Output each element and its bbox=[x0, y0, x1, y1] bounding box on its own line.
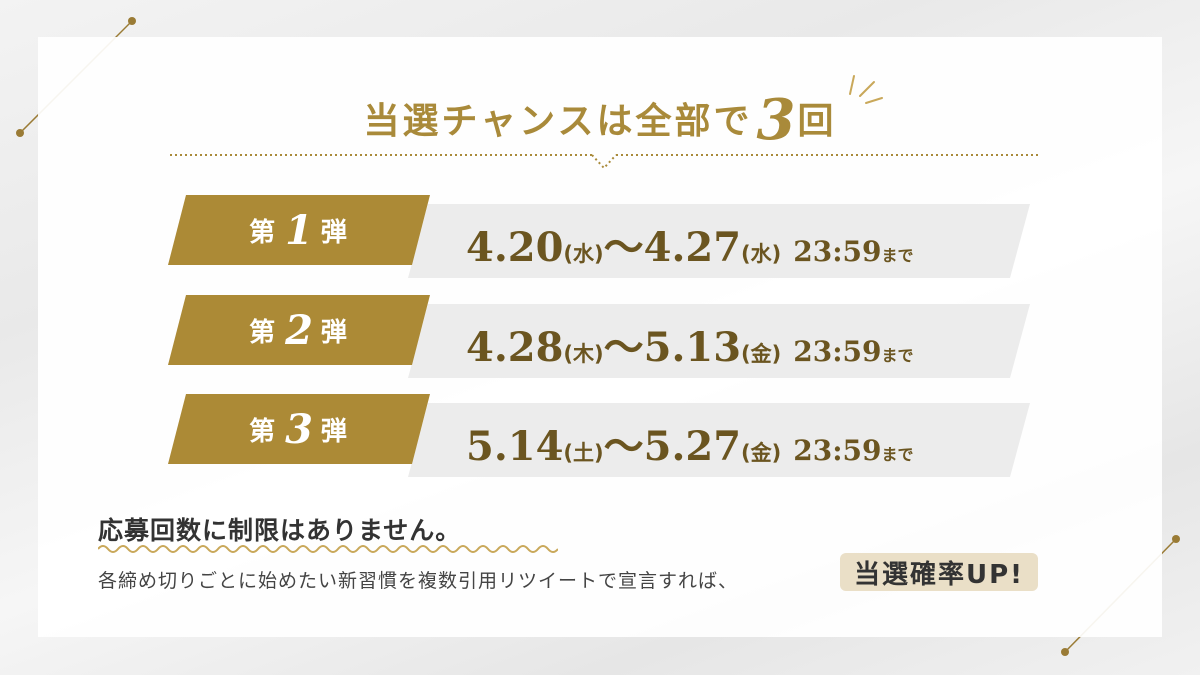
round-period: 4.28(木)〜5.13(金) 23:59まで bbox=[466, 315, 914, 373]
end-date: 4.27 bbox=[643, 224, 742, 271]
end-day: (金) bbox=[741, 342, 782, 366]
round-number: 1 bbox=[285, 206, 313, 254]
wavy-underline bbox=[98, 545, 558, 553]
round-stripe bbox=[408, 403, 1030, 477]
headline-text: 当選チャンスは全部で bbox=[363, 101, 753, 142]
headline: 当選チャンスは全部で3回 bbox=[0, 87, 1200, 153]
round-period: 4.20(水)〜4.27(水) 23:59まで bbox=[466, 215, 914, 273]
range-separator: 〜 bbox=[603, 423, 644, 470]
start-date: 4.20 bbox=[466, 224, 564, 271]
range-separator: 〜 bbox=[603, 324, 644, 371]
dotted-divider bbox=[170, 154, 1038, 170]
highlight-badge: 当選確率UP! bbox=[840, 553, 1039, 591]
range-separator: 〜 bbox=[603, 224, 644, 271]
deadline-suffix: まで bbox=[881, 445, 914, 464]
round-period: 5.14(土)〜5.27(金) 23:59まで bbox=[466, 414, 914, 472]
headline-suffix: 回 bbox=[797, 101, 837, 142]
deadline-suffix: まで bbox=[881, 246, 914, 265]
start-day: (水) bbox=[563, 242, 604, 266]
round-stripe bbox=[408, 204, 1030, 278]
headline-number: 3 bbox=[756, 87, 796, 153]
end-date: 5.27 bbox=[643, 423, 742, 470]
end-day: (水) bbox=[741, 242, 782, 266]
description-text: 各締め切りごとに始めたい新習慣を複数引用リツイートで宣言すれば、 bbox=[98, 570, 739, 592]
deadline-time: 23:59 bbox=[793, 335, 882, 368]
round-label-suffix: 弾 bbox=[320, 317, 349, 348]
deadline-time: 23:59 bbox=[793, 235, 882, 268]
deadline-suffix: まで bbox=[881, 346, 914, 365]
start-date: 5.14 bbox=[466, 423, 564, 470]
deadline-time: 23:59 bbox=[793, 434, 882, 467]
round-label-prefix: 第 bbox=[249, 416, 278, 447]
start-day: (木) bbox=[563, 342, 604, 366]
round-label-prefix: 第 bbox=[249, 217, 278, 248]
start-day: (土) bbox=[563, 441, 604, 465]
round-label-suffix: 弾 bbox=[320, 217, 349, 248]
end-day: (金) bbox=[741, 441, 782, 465]
end-date: 5.13 bbox=[643, 324, 742, 371]
start-date: 4.28 bbox=[466, 324, 564, 371]
round-number: 2 bbox=[285, 306, 313, 354]
round-stripe bbox=[408, 304, 1030, 378]
entry-limit-notice: 応募回数に制限はありません。 bbox=[98, 516, 462, 545]
round-label-suffix: 弾 bbox=[320, 416, 349, 447]
round-label-prefix: 第 bbox=[249, 317, 278, 348]
round-number: 3 bbox=[285, 405, 313, 453]
